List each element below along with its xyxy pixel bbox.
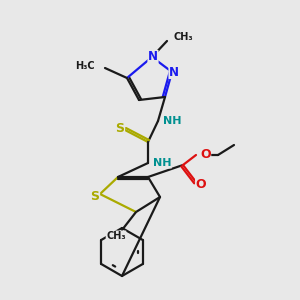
Text: CH₃: CH₃ (173, 32, 193, 42)
Text: NH: NH (163, 116, 181, 126)
Text: O: O (196, 178, 206, 190)
Text: N: N (148, 50, 158, 64)
Text: N: N (169, 65, 179, 79)
Text: S: S (91, 190, 100, 203)
Text: NH: NH (153, 158, 171, 168)
Text: CH₃: CH₃ (106, 231, 126, 241)
Text: S: S (116, 122, 124, 136)
Text: H₃C: H₃C (75, 61, 95, 71)
Text: O: O (200, 148, 211, 160)
